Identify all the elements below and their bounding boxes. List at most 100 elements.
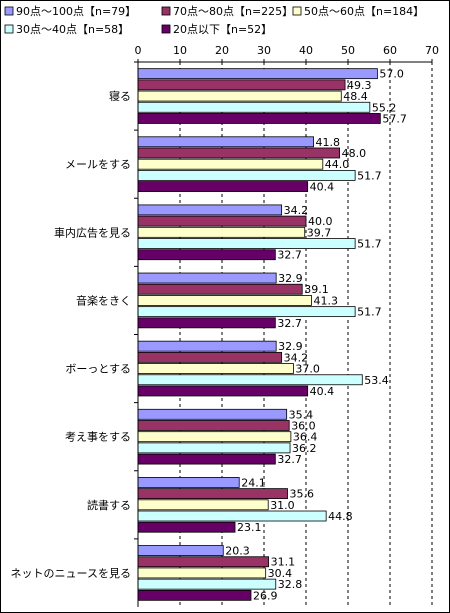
bar-5-1 [137, 420, 290, 431]
category-label-7: ネットのニュースを見る [11, 567, 131, 580]
x-tick-label-60: 60 [383, 44, 397, 57]
bars: 57.0 49.348.4 55.257.7 41.848.044.0 51.7 40.4… [137, 68, 407, 602]
legend-label-1: 70点～80点【n=225】 [173, 5, 293, 18]
bar-0-0 [137, 68, 378, 80]
bar-3-2 [137, 295, 312, 306]
bar-4-3 [137, 374, 363, 386]
bar-0-4 [137, 113, 381, 124]
bar-3-0 [137, 272, 277, 284]
axes [134, 61, 432, 607]
category-label-1: メールをする [65, 158, 131, 171]
data-label-4-2: 37.0 [295, 363, 320, 376]
data-label-1-1: 48.0 [342, 147, 367, 160]
bar-4-4 [137, 385, 309, 397]
data-label-3-3: 51.7 [357, 306, 382, 319]
x-tick-label-50: 50 [341, 44, 355, 57]
data-label-0-2: 48.4 [343, 90, 368, 103]
legend-label-3: 30点～40点【n=58】 [16, 23, 129, 36]
bar-6-2 [137, 499, 269, 511]
legend-swatch-2 [292, 6, 302, 16]
data-label-4-4: 40.4 [310, 385, 335, 398]
data-label-2-1: 40.0 [308, 215, 333, 228]
bar-6-1 [137, 488, 288, 500]
bar-1-1 [137, 147, 341, 159]
bar-3-1 [137, 283, 303, 295]
data-label-0-1: 49.3 [347, 79, 372, 92]
data-label-1-3: 51.7 [357, 169, 382, 182]
data-label-2-3: 51.7 [357, 238, 382, 251]
bar-5-3 [137, 442, 291, 454]
data-label-5-2: 36.4 [293, 431, 318, 444]
bar-1-4 [137, 181, 309, 192]
data-label-4-1: 34.2 [284, 351, 309, 364]
data-label-5-3: 36.2 [292, 442, 317, 455]
data-label-6-3: 44.8 [328, 510, 353, 523]
bar-7-3 [137, 578, 277, 590]
data-label-0-3: 55.2 [372, 101, 397, 114]
category-label-6: 読書する [87, 498, 131, 512]
data-label-7-2: 30.4 [268, 567, 293, 580]
bar-2-4 [137, 249, 276, 261]
bar-2-3 [137, 238, 356, 249]
bar-4-0 [137, 340, 277, 352]
bar-5-0 [137, 408, 288, 420]
bar-2-0 [137, 204, 283, 216]
category-label-5: 考え事をする [65, 431, 131, 444]
x-tick-label-70: 70 [425, 44, 439, 57]
data-label-3-0: 32.9 [278, 272, 303, 285]
data-label-0-0: 57.0 [379, 68, 404, 81]
legend-swatch-1 [161, 6, 171, 16]
data-label-1-2: 44.0 [325, 158, 350, 171]
bar-5-2 [137, 431, 292, 443]
bar-1-2 [137, 158, 324, 170]
data-label-0-4: 57.7 [382, 112, 407, 125]
bar-7-4 [137, 589, 252, 601]
data-label-6-0: 24.1 [241, 476, 266, 489]
bar-5-4 [137, 453, 276, 465]
bar-7-2 [137, 567, 267, 579]
x-tick-label-20: 20 [215, 44, 229, 57]
bar-6-4 [137, 521, 236, 533]
data-label-6-2: 31.0 [270, 499, 295, 512]
data-label-7-4: 26.9 [253, 589, 277, 602]
legend: 90点～100点【n=79】 70点～80点【n=225】 50点～60点【n=18… [4, 5, 424, 36]
data-label-7-3: 32.8 [278, 578, 303, 591]
data-label-3-1: 39.1 [304, 283, 329, 296]
data-label-2-4: 32.7 [277, 249, 302, 262]
data-label-2-0: 34.2 [284, 204, 309, 217]
category-label-0: 寝る [109, 89, 131, 103]
category-label-4: ボーっとする [65, 363, 131, 376]
category-labels: 寝るメールをする車内広告を見る音楽をきくボーっとする考え事をする読書するネットの… [11, 89, 131, 580]
bar-3-3 [137, 306, 356, 318]
data-label-4-0: 32.9 [278, 340, 303, 353]
bar-2-2 [137, 226, 306, 238]
bar-7-1 [137, 556, 270, 568]
data-label-3-2: 41.3 [313, 294, 338, 307]
bar-0-1 [137, 79, 346, 91]
category-label-2: 車内広告を見る [54, 225, 131, 239]
category-label-3: 音楽をきく [76, 293, 131, 307]
x-tick-label-10: 10 [173, 44, 187, 57]
legend-swatch-4 [161, 24, 171, 34]
data-label-5-0: 35.4 [289, 408, 314, 421]
data-label-6-1: 35.6 [290, 488, 315, 501]
bar-1-0 [137, 136, 314, 148]
bar-4-1 [137, 351, 283, 363]
bar-7-0 [137, 545, 224, 556]
bar-1-3 [137, 169, 356, 181]
bar-0-2 [137, 90, 342, 102]
legend-label-0: 90点～100点【n=79】 [16, 5, 136, 18]
bar-6-3 [137, 510, 327, 522]
bar-4-2 [137, 363, 294, 374]
data-label-3-4: 32.7 [277, 317, 302, 330]
x-tick-label-0: 0 [135, 44, 142, 57]
bar-6-0 [137, 477, 240, 488]
legend-swatch-0 [4, 6, 14, 16]
x-axis-ticks: 0 10 20 30 40 50 60 70 [135, 44, 439, 62]
data-label-5-4: 32.7 [277, 453, 302, 466]
x-tick-label-40: 40 [299, 44, 313, 57]
data-label-1-0: 41.8 [316, 136, 341, 149]
data-label-7-0: 20.3 [225, 545, 250, 558]
legend-label-2: 50点～60点【n=184】 [304, 5, 424, 18]
data-label-6-4: 23.1 [237, 521, 262, 534]
